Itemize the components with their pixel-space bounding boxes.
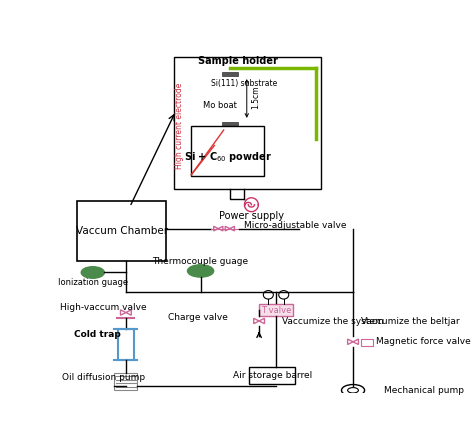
Text: Mechanical pump: Mechanical pump <box>384 386 464 395</box>
Bar <box>249 367 295 384</box>
Bar <box>118 329 134 359</box>
Text: Sample holder: Sample holder <box>198 56 277 66</box>
Text: Vaccumize the system: Vaccumize the system <box>282 316 384 325</box>
Text: Micro-adjustable valve: Micro-adjustable valve <box>244 221 346 230</box>
Text: Mo boat: Mo boat <box>203 101 237 110</box>
Ellipse shape <box>188 265 214 277</box>
Text: Thermocouple guage: Thermocouple guage <box>153 257 249 266</box>
Text: Si + C$_{60}$ powder: Si + C$_{60}$ powder <box>184 150 273 164</box>
Text: Power supply: Power supply <box>219 210 284 221</box>
Text: Cold trap: Cold trap <box>74 330 121 339</box>
Bar <box>77 201 166 261</box>
Text: T valve: T valve <box>261 306 291 315</box>
Bar <box>222 72 237 76</box>
Text: Ionization guage: Ionization guage <box>58 278 128 287</box>
Text: Oil diffusion pump: Oil diffusion pump <box>62 373 145 382</box>
Text: High-vaccum valve: High-vaccum valve <box>61 303 147 312</box>
Bar <box>191 126 264 176</box>
Bar <box>361 339 373 346</box>
Bar <box>259 304 293 316</box>
Text: Charge valve: Charge valve <box>168 313 228 322</box>
Bar <box>174 57 321 189</box>
Text: High current electrode: High current electrode <box>175 83 184 169</box>
Text: Si(111) substrate: Si(111) substrate <box>210 80 277 88</box>
Text: Vaccumize the beltjar: Vaccumize the beltjar <box>361 316 459 325</box>
Text: Magnetic force valve: Magnetic force valve <box>376 337 471 346</box>
Bar <box>114 373 137 390</box>
Ellipse shape <box>81 267 104 278</box>
Text: 1.5cm: 1.5cm <box>251 86 260 110</box>
Text: Air storage barrel: Air storage barrel <box>233 371 312 380</box>
Text: Vaccum Chamber: Vaccum Chamber <box>75 226 168 236</box>
Bar <box>222 122 237 126</box>
